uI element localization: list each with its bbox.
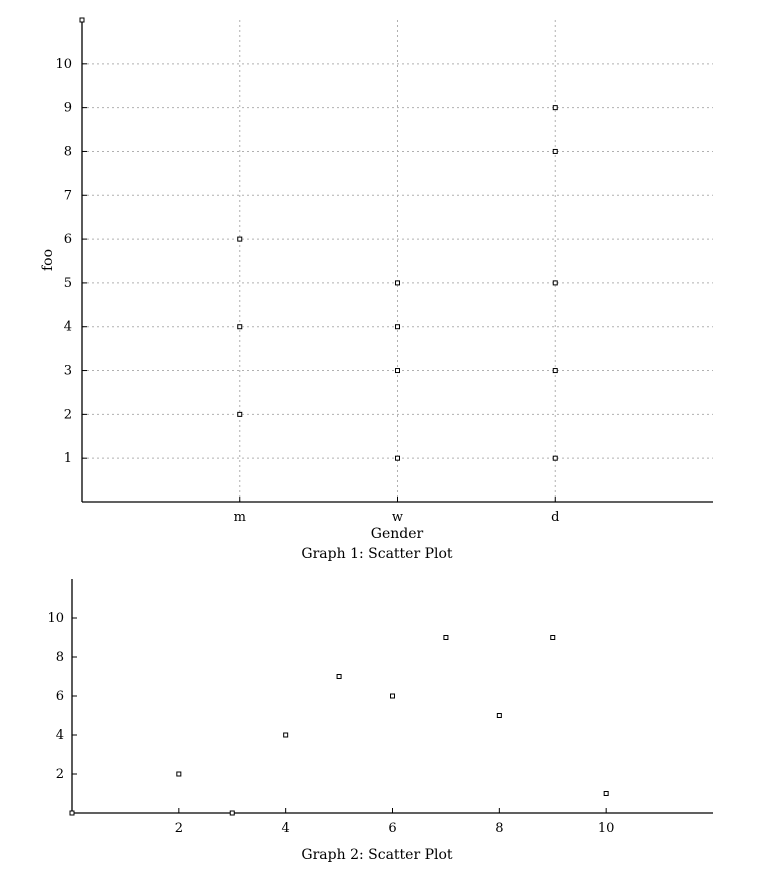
data-point [237,324,243,330]
y-tick-label: 10 [55,57,72,72]
y-axis-end-marker [79,17,85,23]
data-point [552,148,558,154]
data-point [283,732,289,738]
x-tick-label: 4 [282,821,290,836]
origin-marker [69,810,75,816]
x-axis-label: Gender [371,526,424,542]
data-point [496,713,502,718]
data-point [603,791,609,796]
y-tick-label: 9 [64,101,72,116]
x-tick-label: 2 [175,821,183,836]
y-tick-label: 8 [64,144,72,159]
y-tick-label: 6 [56,689,64,704]
y-tick-label: 4 [56,728,64,743]
data-point [552,280,558,286]
y-tick-label: 7 [64,188,72,203]
chart-caption: Graph 1: Scatter Plot [301,546,453,562]
y-tick-label: 6 [64,232,72,247]
y-tick-label: 2 [56,767,64,782]
chart-caption: Graph 2: Scatter Plot [301,847,453,863]
axes [79,17,713,503]
y-tick-label: 3 [64,364,72,379]
data-point [395,455,400,461]
x-tick-label: m [234,510,246,525]
data-point [237,236,243,242]
x-tick-label: 10 [598,821,615,836]
data-point [390,693,395,699]
data-point [229,810,235,816]
y-axis-label: foo [40,249,56,271]
y-tick-label: 2 [64,407,72,422]
axes [69,579,713,816]
y-tick-label: 4 [64,320,72,335]
y-tick-label: 5 [64,276,72,291]
y-tick-label: 10 [47,611,64,626]
x-tick-label: 8 [495,821,503,836]
data-point [395,280,400,286]
data-point [336,674,342,679]
scatter-chart-gender-foo: 1 2 3 4 5 6 7 8 9 10 m w d Gender foo Graph 1: Scatt… [40,17,713,562]
y-tick-label: 1 [64,451,72,466]
tick-labels: 2 4 6 8 10 2 4 6 8 10 [47,611,614,836]
data-points [237,105,558,461]
data-point [395,324,400,330]
data-point [552,455,558,461]
data-point [443,635,449,640]
tick-labels: 1 2 3 4 5 6 7 8 9 10 m w d [55,57,559,525]
x-tick-label: d [551,510,559,525]
data-point [237,411,243,417]
x-tick-label: w [392,510,403,525]
data-point [550,635,556,640]
data-points [176,635,609,816]
x-tick-label: 6 [388,821,396,836]
data-point [552,105,558,111]
y-tick-label: 8 [56,650,64,665]
data-point [395,368,400,374]
data-point [176,771,182,777]
data-point [552,368,558,374]
